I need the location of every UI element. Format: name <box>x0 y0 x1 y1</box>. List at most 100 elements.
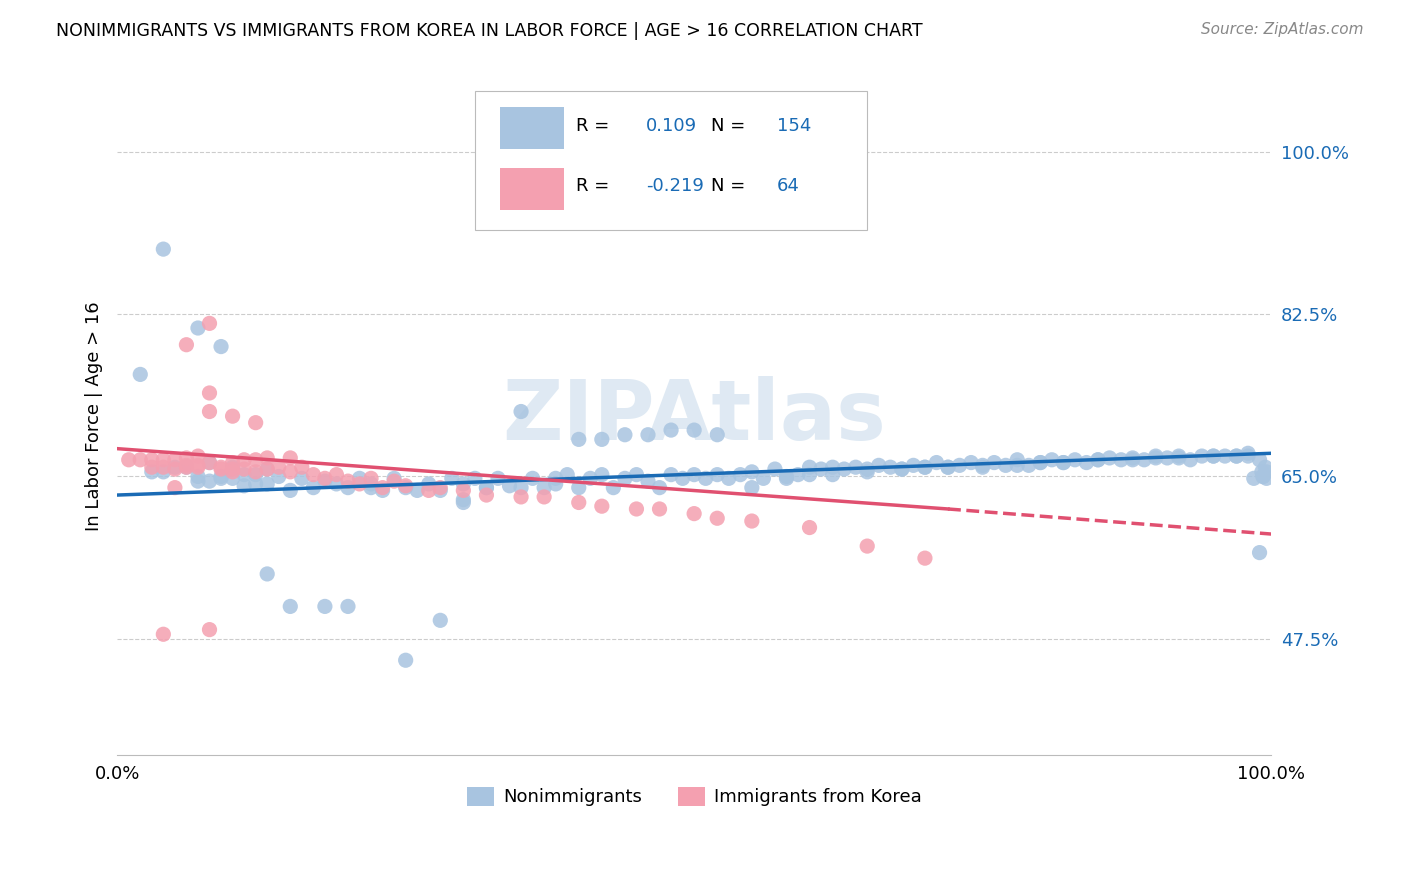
Point <box>845 460 868 475</box>
Point <box>233 467 256 482</box>
Point <box>717 471 740 485</box>
Point <box>267 469 290 483</box>
Point <box>118 452 141 467</box>
Point <box>163 460 186 475</box>
Point <box>395 481 418 495</box>
Point <box>671 471 693 485</box>
Point <box>152 242 174 256</box>
Point <box>187 458 209 473</box>
Point <box>360 471 382 485</box>
Point <box>245 452 267 467</box>
Point <box>464 471 486 485</box>
Point <box>741 481 763 495</box>
Point <box>349 471 371 485</box>
Point <box>314 471 336 485</box>
Point <box>1156 450 1178 465</box>
Point <box>1018 458 1040 473</box>
Point <box>1202 449 1225 463</box>
Point <box>856 462 879 476</box>
Point <box>325 467 347 482</box>
Point <box>278 599 301 614</box>
Point <box>659 467 682 482</box>
Point <box>221 462 243 476</box>
Point <box>256 477 278 491</box>
Point <box>821 460 844 475</box>
Point <box>626 467 648 482</box>
Point <box>1191 449 1213 463</box>
Point <box>1064 452 1087 467</box>
Point <box>1029 456 1052 470</box>
Point <box>602 481 624 495</box>
Point <box>683 423 706 437</box>
Point <box>1251 469 1274 483</box>
Point <box>1144 450 1167 465</box>
Point <box>429 481 451 495</box>
Point <box>453 495 475 509</box>
Point <box>1052 456 1074 470</box>
Point <box>972 458 994 473</box>
Point <box>613 471 636 485</box>
Point <box>1237 446 1260 460</box>
Point <box>821 467 844 482</box>
Point <box>486 471 509 485</box>
Point <box>903 458 925 473</box>
Point <box>129 368 152 382</box>
Point <box>325 477 347 491</box>
Point <box>187 321 209 335</box>
Point <box>163 452 186 467</box>
Point <box>510 404 533 418</box>
Point <box>775 469 797 483</box>
Point <box>498 479 520 493</box>
Point <box>163 481 186 495</box>
Point <box>533 490 555 504</box>
Point <box>176 450 198 465</box>
Point <box>176 458 198 473</box>
Point <box>209 471 232 485</box>
Point <box>683 467 706 482</box>
Point <box>152 452 174 467</box>
Point <box>429 483 451 498</box>
Point <box>198 386 221 401</box>
Point <box>1250 465 1272 479</box>
Point <box>1256 465 1278 479</box>
Point <box>856 539 879 553</box>
Point <box>695 471 717 485</box>
Point <box>579 471 602 485</box>
Point <box>787 467 810 482</box>
Point <box>637 427 659 442</box>
Point <box>453 477 475 491</box>
Point <box>198 404 221 418</box>
Point <box>914 551 936 566</box>
Point <box>1040 452 1063 467</box>
Point <box>429 613 451 627</box>
Point <box>1249 452 1271 467</box>
Text: Source: ZipAtlas.com: Source: ZipAtlas.com <box>1201 22 1364 37</box>
Point <box>291 460 314 475</box>
Point <box>879 460 901 475</box>
Bar <box>501 168 564 210</box>
Point <box>198 456 221 470</box>
Point <box>1249 545 1271 559</box>
Point <box>706 511 728 525</box>
Point <box>1225 449 1247 463</box>
Point <box>741 465 763 479</box>
Point <box>1087 452 1109 467</box>
Point <box>626 502 648 516</box>
Point <box>591 499 613 513</box>
Point <box>245 465 267 479</box>
Point <box>1237 449 1260 463</box>
Point <box>221 460 243 475</box>
Point <box>209 460 232 475</box>
Point <box>568 433 591 447</box>
Point <box>302 481 325 495</box>
Point <box>453 483 475 498</box>
Point <box>1005 452 1028 467</box>
Point <box>544 477 567 491</box>
Point <box>245 416 267 430</box>
Point <box>233 462 256 476</box>
Point <box>522 471 544 485</box>
Point <box>1180 452 1202 467</box>
Point <box>360 481 382 495</box>
Point <box>129 452 152 467</box>
Point <box>1109 452 1132 467</box>
